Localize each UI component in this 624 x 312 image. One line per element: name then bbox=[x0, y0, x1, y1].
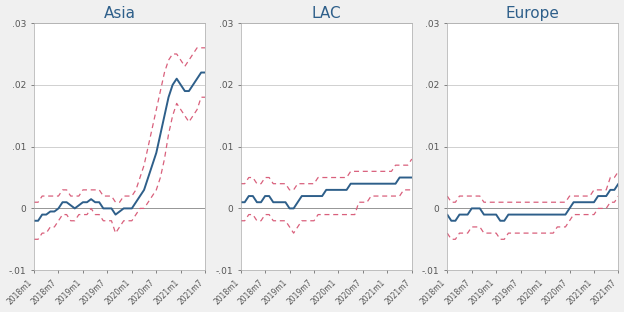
Title: Asia: Asia bbox=[104, 6, 135, 21]
Title: LAC: LAC bbox=[311, 6, 341, 21]
Title: Europe: Europe bbox=[506, 6, 560, 21]
